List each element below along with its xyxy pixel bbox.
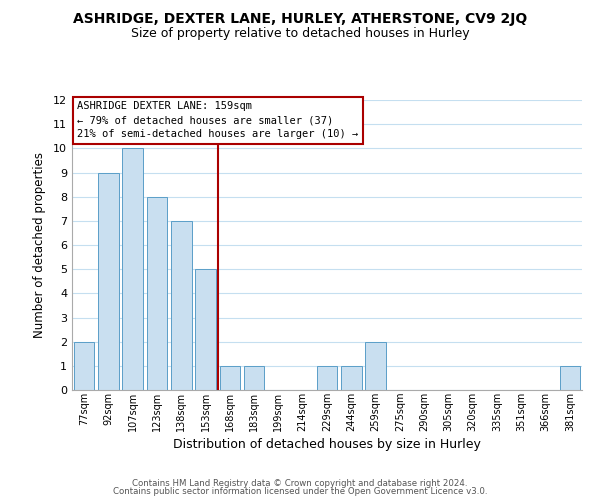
Bar: [244, 366, 265, 390]
Bar: [341, 366, 362, 390]
Bar: [74, 342, 94, 390]
Text: Size of property relative to detached houses in Hurley: Size of property relative to detached ho…: [131, 28, 469, 40]
Text: ASHRIDGE, DEXTER LANE, HURLEY, ATHERSTONE, CV9 2JQ: ASHRIDGE, DEXTER LANE, HURLEY, ATHERSTON…: [73, 12, 527, 26]
Bar: [146, 196, 167, 390]
Text: Contains public sector information licensed under the Open Government Licence v3: Contains public sector information licen…: [113, 487, 487, 496]
Bar: [220, 366, 240, 390]
Bar: [560, 366, 580, 390]
Bar: [365, 342, 386, 390]
Bar: [98, 172, 119, 390]
Bar: [195, 269, 216, 390]
Text: Contains HM Land Registry data © Crown copyright and database right 2024.: Contains HM Land Registry data © Crown c…: [132, 478, 468, 488]
Text: ASHRIDGE DEXTER LANE: 159sqm
← 79% of detached houses are smaller (37)
21% of se: ASHRIDGE DEXTER LANE: 159sqm ← 79% of de…: [77, 102, 358, 140]
Bar: [122, 148, 143, 390]
Y-axis label: Number of detached properties: Number of detached properties: [33, 152, 46, 338]
Bar: [317, 366, 337, 390]
X-axis label: Distribution of detached houses by size in Hurley: Distribution of detached houses by size …: [173, 438, 481, 451]
Bar: [171, 221, 191, 390]
